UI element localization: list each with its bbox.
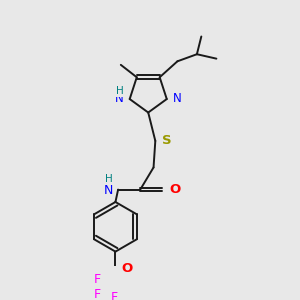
Text: N: N: [103, 184, 113, 197]
Text: H: H: [116, 86, 124, 96]
Text: H: H: [105, 174, 113, 184]
Text: O: O: [169, 183, 181, 196]
Text: N: N: [115, 92, 124, 105]
Text: O: O: [122, 262, 133, 275]
Text: F: F: [111, 291, 118, 300]
Text: S: S: [161, 134, 171, 147]
Text: N: N: [173, 92, 182, 105]
Text: F: F: [93, 274, 100, 286]
Text: F: F: [93, 288, 100, 300]
